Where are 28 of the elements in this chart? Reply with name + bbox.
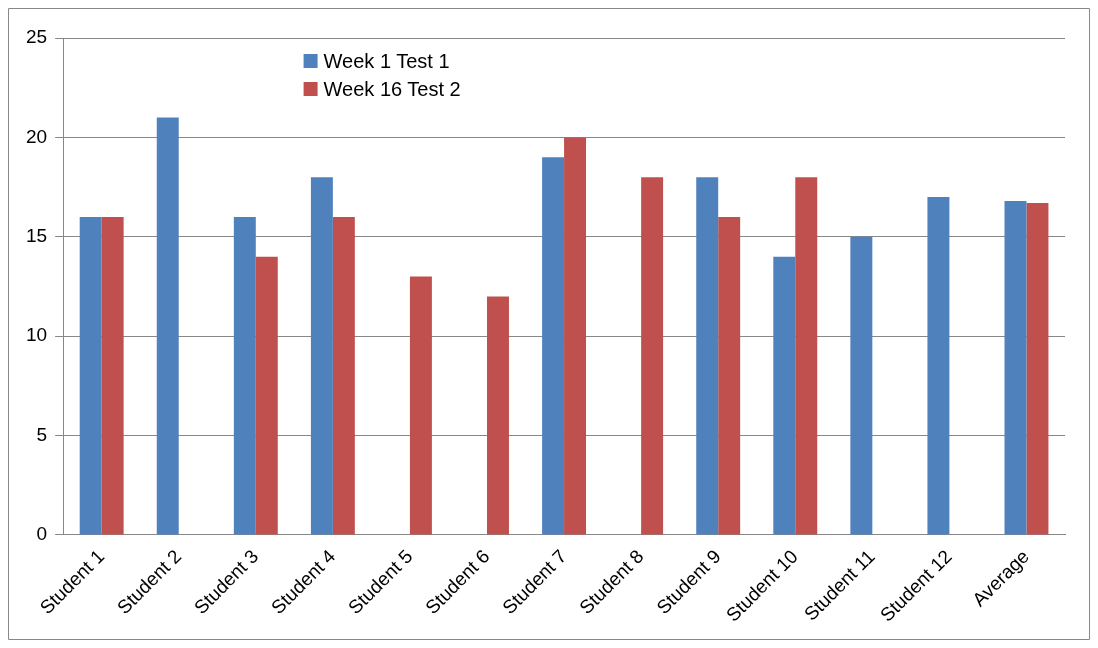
bar [156,117,179,535]
bar [718,216,741,535]
y-tick-label: 15 [25,224,48,246]
legend-label: Week 16 Test 2 [323,77,461,100]
y-tick-label: 25 [25,26,48,48]
bar [542,157,565,535]
bar [696,177,719,535]
bar [255,256,278,535]
bar [409,276,432,535]
bar [101,216,124,535]
bar [332,216,355,535]
bar [233,216,256,535]
bar [927,197,950,535]
bar [641,177,664,535]
bar [773,256,796,535]
y-tick-label: 10 [25,324,48,346]
legend-label: Week 1 Test 1 [323,49,450,72]
bar [310,177,333,535]
y-tick-label: 5 [36,423,48,445]
y-tick-label: 0 [36,523,48,545]
bar [79,216,102,535]
bar [1004,200,1027,535]
bar [850,236,873,535]
bar [1026,202,1049,535]
bar [487,296,509,535]
y-tick-label: 20 [25,125,48,147]
bar [795,177,818,535]
bar [564,137,587,535]
